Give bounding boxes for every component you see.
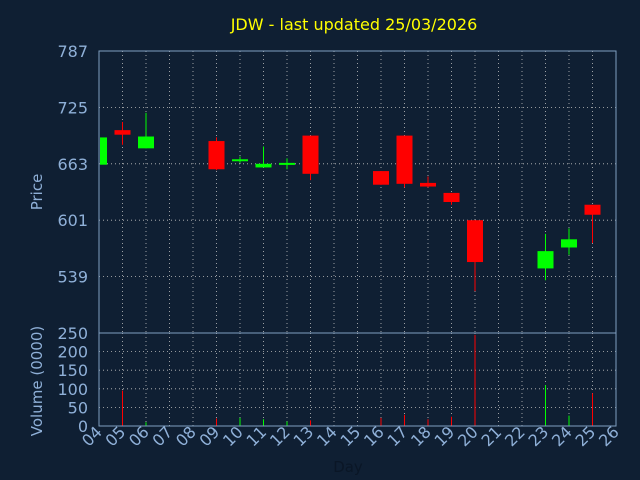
x-tick-label: 26: [595, 422, 623, 450]
candle-body: [537, 251, 554, 269]
candle-body: [443, 192, 460, 203]
candle-body: [467, 220, 483, 263]
candle-09: [208, 137, 225, 171]
candle-body: [302, 135, 319, 174]
x-ticks: 0405060708091011121314151617181920212223…: [78, 422, 623, 450]
candle-24: [561, 228, 577, 255]
price-axis-label: Price: [28, 174, 46, 211]
candle-16: [373, 171, 389, 185]
candle-body: [561, 239, 577, 248]
candle-body: [279, 162, 295, 165]
plot-frame: [98, 50, 617, 427]
price-y-ticks: 787 725 663 601 539: [57, 42, 88, 287]
price-candles: [98, 112, 601, 292]
candle-body: [420, 182, 436, 187]
x-axis-label: Day: [333, 458, 363, 476]
candle-body: [255, 163, 272, 168]
volume-tick-label: 0: [78, 417, 88, 436]
price-tick-label: 601: [57, 211, 88, 230]
candle-17: [396, 135, 413, 188]
price-tick-label: 725: [57, 98, 88, 117]
volume-grid: [98, 332, 617, 427]
candle-body: [232, 159, 248, 162]
candle-06: [138, 112, 154, 149]
candle-body: [373, 171, 389, 185]
volume-tick-label: 250: [57, 324, 88, 343]
candle-20: [467, 220, 483, 292]
price-tick-label: 787: [57, 42, 88, 61]
candle-body: [208, 141, 225, 170]
candle-body: [100, 137, 107, 165]
volume-tick-label: 150: [57, 361, 88, 380]
candle-10: [232, 156, 248, 163]
volume-tick-label: 50: [68, 398, 88, 417]
candle-05: [114, 121, 131, 145]
candle-18: [420, 176, 436, 188]
candle-body: [584, 204, 601, 215]
volume-tick-label: 200: [57, 343, 88, 362]
volume-bars: [122, 334, 593, 426]
price-grid: [98, 50, 617, 333]
candle-19: [443, 192, 460, 205]
candle-13: [302, 135, 319, 181]
candle-12: [279, 158, 295, 170]
candle-04: [98, 137, 107, 165]
candle-11: [255, 146, 272, 168]
price-tick-label: 539: [57, 268, 88, 287]
volume-tick-label: 100: [57, 380, 88, 399]
candle-23: [537, 233, 554, 281]
price-tick-label: 663: [57, 155, 88, 174]
chart-title: JDW - last updated 25/03/2026: [230, 15, 478, 34]
candle-body: [138, 136, 154, 149]
candle-body: [114, 130, 131, 135]
volume-axis-label: Volume (0000): [28, 326, 46, 436]
candle-25: [584, 204, 601, 243]
candle-body: [396, 135, 413, 184]
